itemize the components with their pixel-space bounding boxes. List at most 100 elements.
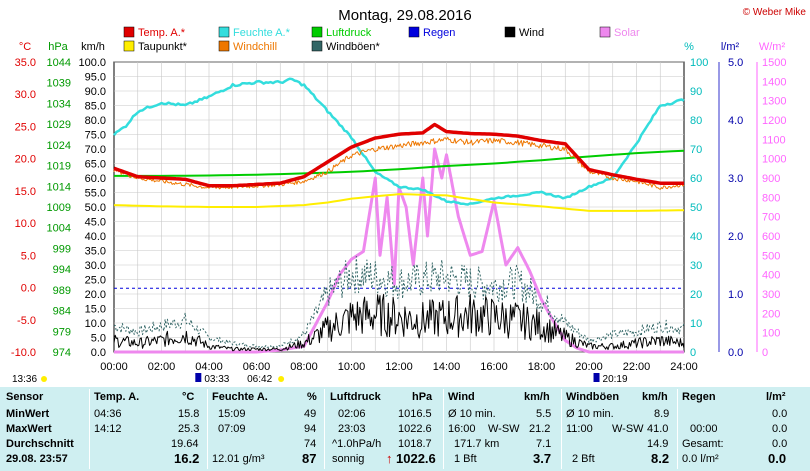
temp-axis-tick-label: 0.0 [21,283,36,295]
rain-axis-tick-label: 3.0 [728,173,743,185]
pressure-axis-tick-label: 1044 [47,57,71,69]
humidity-max-value: 94 [304,423,317,435]
rain-rate: 0.0 l/m² [682,453,719,465]
label-current-time: 29.08. 23:57 [6,453,68,465]
gust-column: Windböen km/h Ø 10 min. 8.9 11:00 W-SW 41.0 … [566,387,674,471]
pressure-axis-tick-label: 1019 [47,161,71,173]
pressure-avg: 1018.7 [398,438,432,450]
rain-axis-unit: l/m² [721,41,740,53]
wind-avg10: 5.5 [536,408,552,420]
series-wind [113,293,685,352]
solar-axis-tick-label: 300 [762,289,780,301]
label-sensor: Sensor [6,391,44,403]
humidity-unit: % [307,391,317,403]
wind-axis-tick-label: 40.0 [85,231,106,243]
temp-column: Temp. A. °C 04:36 15.8 14:12 25.3 19.64 16.… [94,387,206,471]
temp-axis-tick-label: 35.0 [15,57,36,69]
label-column: Sensor MinWert MaxWert Durchschnitt 29.0… [6,387,88,471]
rain-axis-tick-label: 1.0 [728,289,743,301]
legend-swatch [311,26,323,38]
x-tick-label: 02:00 [148,361,176,373]
moonrise-time: 03:33 [204,374,229,385]
rain-row1: 0.0 [772,408,788,420]
humidity-axis-unit: % [684,41,694,53]
x-tick-label: 16:00 [480,361,508,373]
humidity-min-time: 15:09 [218,408,246,420]
pressure-header: Luftdruck [330,391,381,403]
humidity-axis-tick-label: 10 [690,318,702,330]
humidity-min-value: 49 [304,408,317,420]
axes-layer: 00:00 02:00 04:00 06:00 08:00 10:00 12:00 14:00… [11,41,787,373]
humidity-axis-tick-label: 70 [690,144,702,156]
rain-header: Regen [682,391,716,403]
solar-axis-unit: W/m² [759,41,786,53]
series-taupunkt [113,193,685,212]
wind-max-value: 21.2 [529,423,551,435]
humidity-abs: 12.01 g/m³ [212,453,265,465]
temp-unit: °C [182,391,195,403]
gust-max-value: 41.0 [647,423,669,435]
legend-swatch [123,40,135,52]
temp-header: Temp. A. [94,391,140,403]
pressure-axis-tick-label: 989 [53,285,71,297]
humidity-axis-tick-label: 20 [690,289,702,301]
gust-avg10: 8.9 [654,408,670,420]
rain-axis-tick-label: 0.0 [728,347,743,359]
solar-axis-tick-label: 200 [762,308,780,320]
wind-axis-tick-label: 5.0 [91,333,106,345]
pressure-current: 1022.6 [396,451,436,466]
sunrise-icon [278,376,285,382]
sunrise-time: 06:42 [247,374,272,385]
pressure-axis-tick-label: 1014 [47,181,71,193]
wind-bft: 1 Bft [454,453,477,465]
series-layer [113,77,685,354]
temp-max-value: 25.3 [178,423,200,435]
humidity-axis-tick-label: 80 [690,115,702,127]
rain-axis-tick-label: 2.0 [728,231,743,243]
label-max: MaxWert [6,423,52,435]
humidity-axis-tick-label: 0 [690,347,696,359]
rain-axis-tick-label: 4.0 [728,115,743,127]
solar-axis-tick-label: 1500 [762,57,786,69]
solar-axis-tick-label: 400 [762,270,780,282]
solar-axis-tick-label: 600 [762,231,780,243]
rain-row2: 0.0 [772,423,788,435]
legend-swatch [311,40,323,52]
wind-axis-tick-label: 25.0 [85,275,106,287]
x-tick-label: 14:00 [433,361,461,373]
gust-current: 8.2 [651,451,670,466]
rain-column: Regen l/m² 0.0 00:00 0.0 Gesamt: 0.0 0.0 l/… [682,387,794,471]
legend-label: Solar [614,27,640,39]
moon-icon [41,376,47,382]
gust-bft: 2 Bft [572,453,595,465]
pressure-trend-arrow: ↑ [386,451,393,466]
pressure-max-time: 23:03 [338,423,366,435]
wind-axis-tick-label: 65.0 [85,159,106,171]
wind-max-dir: W-SW [488,423,520,435]
pressure-max-value: 1022.6 [398,423,432,435]
wind-max-time: 16:00 [448,423,476,435]
humidity-axis-tick-label: 30 [690,260,702,272]
legend-label: Wind [519,27,544,39]
wind-distance: 171.7 km [454,438,500,450]
wind-axis-tick-label: 50.0 [85,202,106,214]
wind-header: Wind [448,391,475,403]
chart-title: Montag, 29.08.2016 [338,7,471,24]
wind-axis-tick-label: 0.0 [91,347,106,359]
moonset-time: 13:36 [12,374,37,385]
wind-axis-tick-label: 10.0 [85,318,106,330]
pressure-axis-tick-label: 984 [53,306,71,318]
wind-axis-tick-label: 30.0 [85,260,106,272]
wind-axis-tick-label: 90.0 [85,86,106,98]
wind-axis-tick-label: 20.0 [85,289,106,301]
pressure-axis-tick-label: 1034 [47,98,71,110]
humidity-max-time: 07:09 [218,423,246,435]
rain-axis-tick-label: 5.0 [728,57,743,69]
pressure-unit: hPa [412,391,433,403]
x-tick-label: 22:00 [623,361,651,373]
legend-label: Taupunkt* [138,41,188,53]
wind-unit: km/h [524,391,550,403]
solar-axis-tick-label: 900 [762,173,780,185]
legend-swatch [408,26,420,38]
legend-label: Windchill [233,41,277,53]
